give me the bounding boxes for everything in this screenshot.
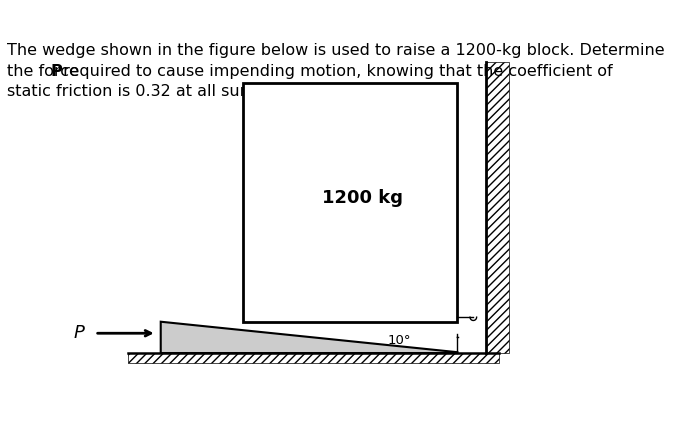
Bar	[486, 62, 510, 353]
Text: P: P	[50, 64, 62, 79]
Text: required to cause impending motion, knowing that the coefficient of: required to cause impending motion, know…	[58, 64, 613, 79]
Polygon shape	[161, 322, 458, 353]
Polygon shape	[243, 83, 458, 322]
Text: 1200 kg: 1200 kg	[322, 189, 403, 207]
Text: The wedge shown in the figure below is used to raise a 1200-kg block. Determine: The wedge shown in the figure below is u…	[6, 43, 664, 58]
Text: the force: the force	[6, 64, 83, 79]
Text: P: P	[74, 324, 84, 342]
Bar	[128, 353, 498, 363]
Text: static friction is 0.32 at all surfaces of contact.: static friction is 0.32 at all surfaces …	[6, 84, 379, 99]
Text: 10°: 10°	[387, 334, 411, 347]
